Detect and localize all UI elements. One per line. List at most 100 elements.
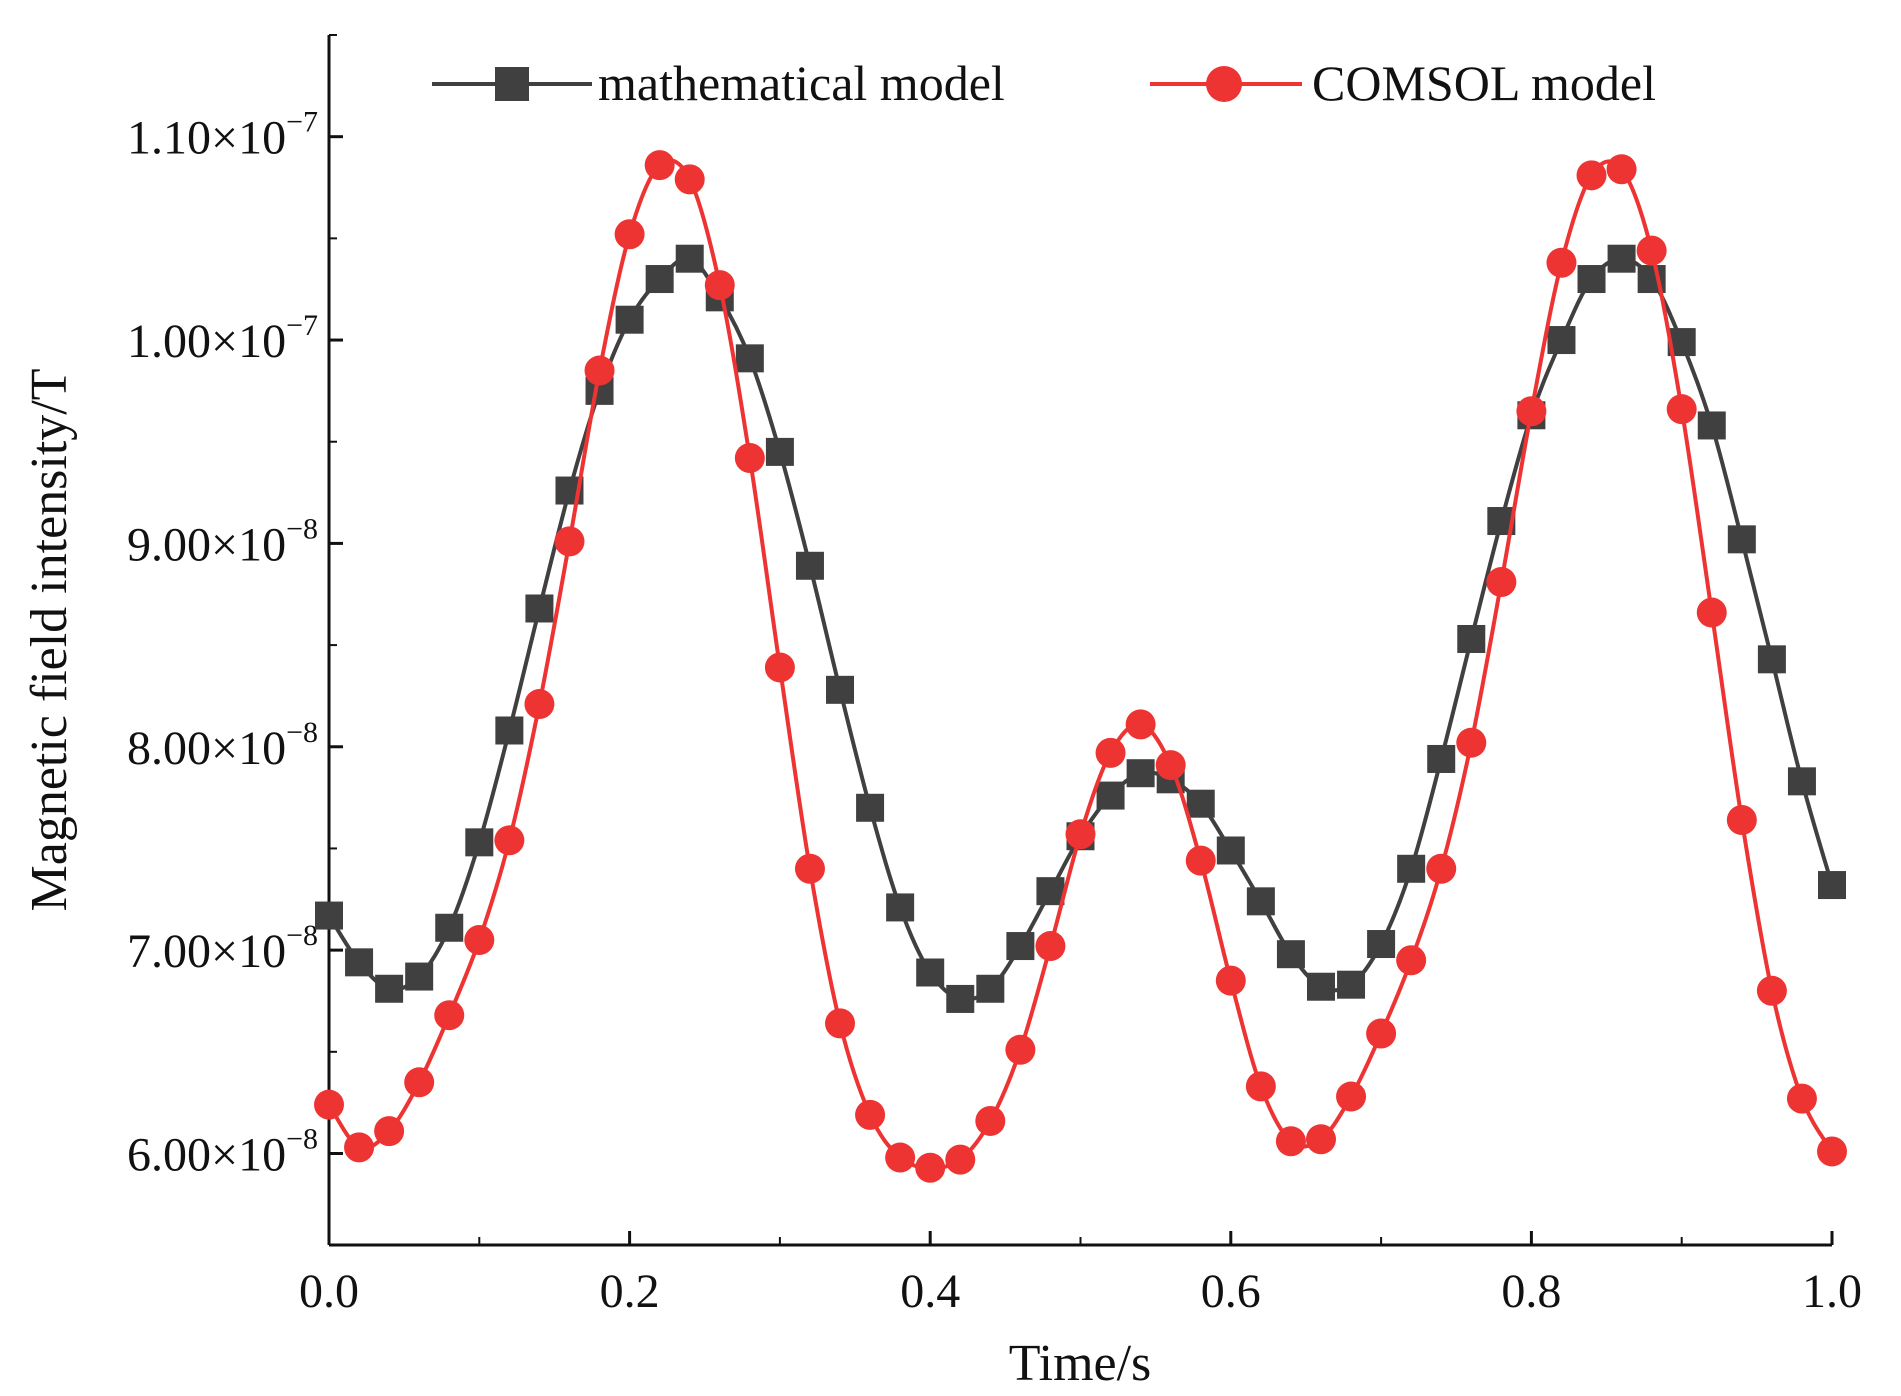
data-point-square [856, 793, 885, 822]
data-point-circle [1636, 235, 1667, 266]
series-comsol-model [314, 150, 1847, 1183]
data-point-circle [945, 1144, 976, 1175]
data-point-circle [584, 355, 615, 386]
data-point-circle [1185, 845, 1216, 876]
data-point-circle [1155, 750, 1186, 781]
data-point-square [465, 828, 494, 857]
data-point-square [1547, 326, 1576, 355]
data-point-square [1577, 265, 1606, 294]
data-point-circle [674, 164, 705, 195]
data-point-square [645, 265, 674, 294]
data-point-circle [1546, 247, 1577, 278]
series-line-comsol-model [327, 158, 1834, 1170]
data-point-circle [1666, 394, 1697, 425]
data-point-circle [1696, 597, 1727, 628]
data-point-square [675, 244, 704, 273]
data-point-square [375, 974, 404, 1003]
data-point-square [1337, 970, 1366, 999]
data-point-circle [855, 1099, 886, 1130]
data-point-circle [1305, 1124, 1336, 1155]
data-point-square [495, 716, 524, 745]
data-point-square [826, 675, 855, 704]
y-tick-label: 1.00×10−7 [127, 309, 318, 368]
x-ticks: 0.0 0.2 0.4 0.6 0.8 1.0 [299, 1231, 1862, 1318]
data-point-square [1036, 877, 1065, 906]
data-point-square [795, 551, 824, 580]
data-point-circle [1817, 1136, 1847, 1167]
y-tick-label: 1.10×10−7 [127, 106, 318, 165]
data-point-circle [344, 1132, 375, 1163]
data-point-circle [1245, 1071, 1276, 1102]
data-point-circle [1756, 975, 1787, 1006]
data-point-circle [404, 1067, 435, 1098]
data-point-circle [1125, 709, 1156, 740]
data-point-circle [1065, 819, 1096, 850]
legend-label-comsol-model: COMSOL model [1312, 55, 1656, 111]
y-tick-label: 7.00×10−8 [127, 919, 318, 978]
data-point-circle [464, 924, 495, 955]
y-tick-label: 9.00×10−8 [127, 512, 318, 571]
data-point-circle [1606, 154, 1637, 185]
data-point-square [1787, 767, 1816, 796]
data-point-square [1276, 940, 1305, 969]
x-axis-label: Time/s [1009, 1335, 1152, 1392]
legend-square-marker [495, 67, 529, 101]
data-point-circle [1456, 727, 1487, 758]
data-point-square [1757, 645, 1786, 674]
data-point-circle [1005, 1034, 1036, 1065]
data-point-circle [704, 270, 735, 301]
data-point-circle [614, 219, 645, 250]
data-point-square [1397, 854, 1426, 883]
data-point-circle [1336, 1081, 1367, 1112]
data-point-circle [734, 442, 765, 473]
data-point-circle [1215, 965, 1246, 996]
data-point-square [916, 958, 945, 987]
data-point-square [1096, 781, 1125, 810]
axes [327, 35, 1832, 1247]
data-point-square [946, 984, 975, 1013]
y-tick-label: 8.00×10−8 [127, 716, 318, 775]
data-point-circle [794, 853, 825, 884]
data-point-square [1126, 759, 1155, 788]
legend: mathematical model COMSOL model [432, 55, 1656, 111]
legend-circle-marker [1206, 66, 1242, 102]
data-point-square [1818, 871, 1846, 900]
data-point-circle [1396, 945, 1427, 976]
legend-item-comsol-model: COMSOL model [1150, 55, 1656, 111]
data-point-square [765, 437, 794, 466]
data-point-square [1246, 887, 1275, 916]
data-point-circle [885, 1142, 916, 1173]
data-point-square [1607, 244, 1636, 273]
data-point-circle [524, 689, 555, 720]
data-point-circle [825, 1008, 856, 1039]
data-point-square [1186, 789, 1215, 818]
data-point-square [1216, 836, 1245, 865]
y-tick-label: 6.00×10−8 [127, 1122, 318, 1181]
data-point-circle [494, 825, 525, 856]
x-tick-label: 0.6 [1201, 1265, 1261, 1318]
data-point-square [976, 974, 1005, 1003]
x-tick-label: 1.0 [1802, 1265, 1862, 1318]
data-point-circle [1366, 1018, 1397, 1049]
data-point-circle [374, 1116, 405, 1147]
data-point-circle [1726, 804, 1757, 835]
x-tick-label: 0.2 [600, 1265, 660, 1318]
data-point-square [1457, 624, 1486, 653]
data-point-circle [434, 1000, 465, 1031]
data-point-circle [1275, 1126, 1306, 1157]
data-point-circle [1576, 160, 1607, 191]
series-mathematical-model [315, 244, 1846, 1013]
data-point-circle [644, 150, 675, 181]
data-point-circle [915, 1152, 946, 1183]
y-ticks: 6.00×10−8 7.00×10−8 8.00×10−8 9.00×10−8 1.00… [127, 34, 343, 1181]
data-point-circle [1035, 931, 1066, 962]
legend-item-mathematical-model: mathematical model [432, 55, 1005, 111]
data-point-square [435, 913, 464, 942]
data-point-square [615, 305, 644, 334]
data-point-square [886, 893, 915, 922]
data-point-circle [314, 1089, 344, 1120]
y-axis-label: Magnetic field intensity/T [21, 369, 78, 912]
data-point-square [735, 344, 764, 373]
